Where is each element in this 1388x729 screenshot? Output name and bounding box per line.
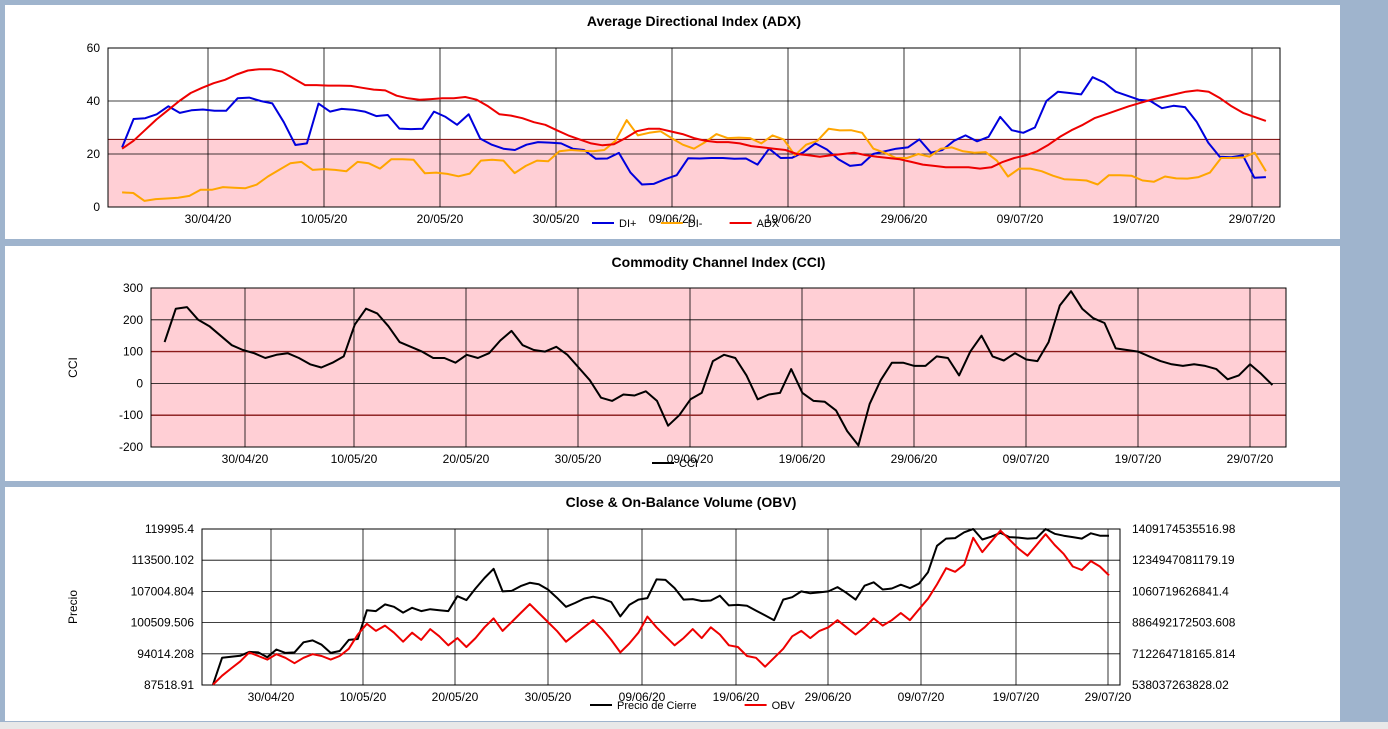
x-tick-label: 29/06/20 [881, 212, 928, 226]
obv-chart-panel: 87518.91 538037263828.02 94014.208 71226471… [5, 487, 1340, 721]
x-tick-label: 20/05/20 [443, 452, 490, 466]
x-tick-label: 19/06/20 [779, 452, 826, 466]
series-line-cci [163, 290, 1274, 447]
y-tick-label: 100509.506 [131, 616, 195, 630]
y-tick-label: 200 [123, 313, 143, 327]
y-tick-label: 300 [123, 281, 143, 295]
chart-title: Close & On-Balance Volume (OBV) [566, 494, 797, 510]
y-tick-label: -100 [119, 408, 143, 422]
cci-chart: -200 -100 0 100 200 300 30/04/20 10/05/20 20/05/… [66, 254, 1287, 470]
y-axis-label: CCI [66, 357, 80, 378]
y-right-tick-label: 1409174535516.98 [1132, 522, 1236, 536]
x-tick-label: 20/05/20 [432, 690, 479, 704]
y-right-tick-label: 886492172503.608 [1132, 616, 1236, 630]
x-tick-label: 09/07/20 [898, 690, 945, 704]
legend-label: DI- [688, 218, 703, 230]
y-tick-label: 94014.208 [137, 647, 194, 661]
y-tick-label: 40 [87, 94, 101, 108]
x-tick-label: 09/07/20 [997, 212, 1044, 226]
y-right-tick-label: 1060719626841.4 [1132, 584, 1229, 598]
series-line-precio-de-cierre [212, 528, 1109, 685]
y-right-tick-label: 1234947081179.19 [1132, 553, 1235, 567]
y-tick-label: 0 [136, 376, 143, 390]
x-tick-label: 19/07/20 [1113, 212, 1160, 226]
y-tick-label: 87518.91 [144, 678, 194, 692]
y-right-tick-label: 712264718165.814 [1132, 647, 1236, 661]
y-tick-label: 0 [93, 200, 100, 214]
x-tick-label: 09/06/20 [667, 452, 714, 466]
horizontal-scrollbar[interactable] [0, 722, 1388, 729]
overbought-oversold-band [108, 139, 1280, 207]
x-tick-label: 30/04/20 [222, 452, 269, 466]
legend-label: ADX [757, 218, 780, 230]
x-tick-label: 29/06/20 [891, 452, 938, 466]
x-tick-label: 19/06/20 [765, 212, 812, 226]
x-tick-label: 10/05/20 [301, 212, 348, 226]
plot-area-frame [150, 287, 1287, 448]
adx-chart-panel: 0 20 40 60 30/04/20 10/05/20 20/05/20 30/05/20 0… [5, 5, 1340, 239]
x-tick-label: 30/04/20 [248, 690, 295, 704]
y-tick-label: -200 [119, 440, 143, 454]
x-tick-label: 10/05/20 [331, 452, 378, 466]
overbought-oversold-band [151, 288, 1286, 447]
x-tick-label: 30/05/20 [525, 690, 572, 704]
legend-label: CCI [679, 458, 698, 470]
y-tick-label: 100 [123, 345, 143, 359]
y-right-tick-label: 538037263828.02 [1132, 678, 1229, 692]
y-axis-label: Precio [66, 590, 80, 624]
cci-chart-panel: -200 -100 0 100 200 300 30/04/20 10/05/20 20/05/… [5, 246, 1340, 481]
legend-label: OBV [772, 700, 796, 712]
x-tick-label: 30/04/20 [185, 212, 232, 226]
x-tick-label: 29/06/20 [805, 690, 852, 704]
x-tick-label: 19/06/20 [713, 690, 760, 704]
y-tick-label: 113500.102 [131, 553, 194, 567]
y-tick-label: 107004.804 [131, 584, 195, 598]
y-tick-label: 60 [87, 41, 101, 55]
x-tick-label: 29/07/20 [1085, 690, 1132, 704]
legend-label: DI+ [619, 218, 636, 230]
series-line-di- [122, 119, 1267, 202]
x-tick-label: 19/07/20 [1115, 452, 1162, 466]
x-tick-label: 29/07/20 [1229, 212, 1276, 226]
plot-area-frame [201, 528, 1121, 686]
x-tick-label: 20/05/20 [417, 212, 464, 226]
x-tick-label: 30/05/20 [533, 212, 580, 226]
chart-title: Commodity Channel Index (CCI) [612, 254, 826, 270]
x-tick-label: 29/07/20 [1227, 452, 1274, 466]
obv-chart: 87518.91 538037263828.02 94014.208 71226471… [66, 494, 1236, 712]
chart-title: Average Directional Index (ADX) [587, 13, 801, 29]
x-tick-label: 09/07/20 [1003, 452, 1050, 466]
plot-area-frame [107, 47, 1281, 208]
series-line-adx [121, 68, 1267, 170]
x-tick-label: 09/06/20 [619, 690, 666, 704]
x-tick-label: 30/05/20 [555, 452, 602, 466]
y-tick-label: 119995.4 [145, 522, 194, 536]
legend-label: Precio de Cierre [617, 700, 696, 712]
x-tick-label: 19/07/20 [993, 690, 1040, 704]
x-tick-label: 10/05/20 [340, 690, 387, 704]
y-tick-label: 20 [87, 147, 101, 161]
x-tick-label: 09/06/20 [649, 212, 696, 226]
adx-chart: 0 20 40 60 30/04/20 10/05/20 20/05/20 30/05/20 0… [87, 13, 1281, 230]
series-line-di- [121, 76, 1266, 186]
series-line-obv [212, 529, 1110, 686]
